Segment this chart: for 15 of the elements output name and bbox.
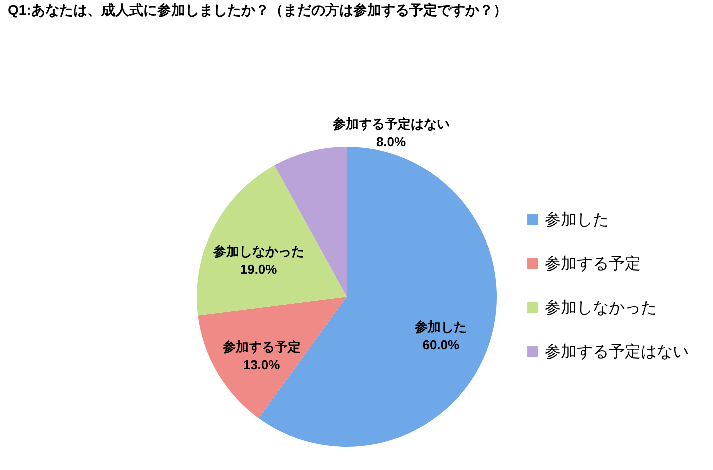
slice-label: 参加した: [414, 320, 468, 335]
legend-label: 参加しなかった: [545, 299, 657, 317]
data-label: 8.0%: [376, 134, 407, 150]
legend-label: 参加する予定: [545, 255, 641, 273]
data-label: 19.0%: [240, 262, 278, 278]
slice-label: 参加する予定: [222, 339, 301, 354]
pie-slice: [198, 297, 347, 418]
legend-label: 参加した: [545, 211, 609, 229]
data-label: 13.0%: [243, 357, 281, 372]
legend-label: 参加する予定はない: [545, 343, 689, 361]
pie-slice: [197, 166, 347, 316]
chart-title: Q1:あなたは、成人式に参加しましたか？（まだの方は参加する予定ですか？）: [8, 2, 508, 18]
data-label: 60.0%: [422, 338, 460, 353]
slice-label: 参加する予定はない: [332, 116, 450, 132]
slice-label: 参加しなかった: [212, 244, 304, 260]
